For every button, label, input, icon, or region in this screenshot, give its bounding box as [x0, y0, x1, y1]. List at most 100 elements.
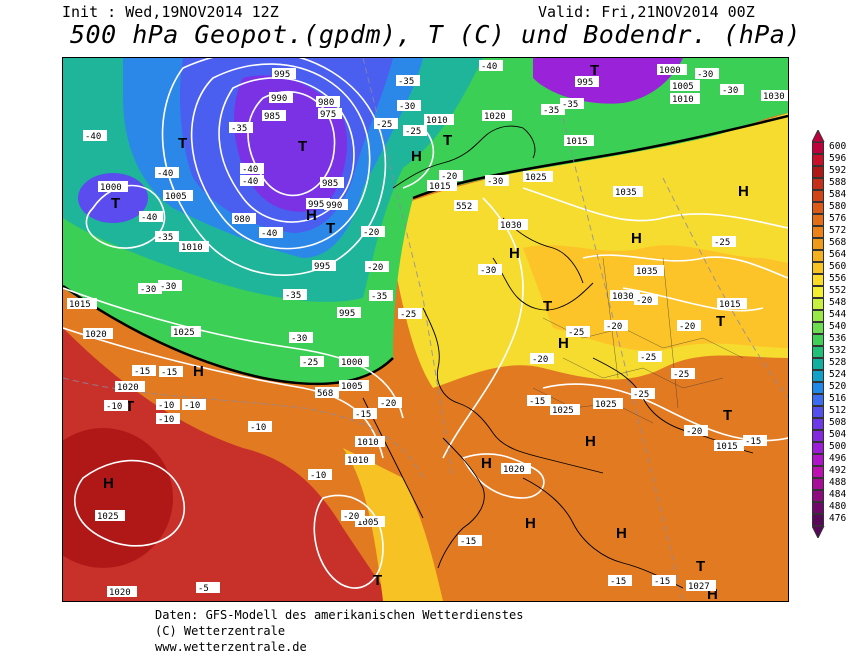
temperature-label: -10: [156, 413, 180, 425]
legend-label: 564: [829, 249, 847, 260]
map-title: 500 hPa Geopot.(gpdm), T (C) und Bodendr…: [70, 20, 801, 49]
pressure-label: 1025: [550, 404, 580, 416]
pressure-label: 1000: [657, 64, 687, 76]
pressure-label: 1015: [564, 135, 594, 147]
svg-text:995: 995: [339, 309, 355, 319]
pressure-label: 1035: [634, 265, 664, 277]
temperature-label: -35: [155, 231, 179, 243]
temperature-label: -35: [396, 75, 420, 87]
svg-text:1035: 1035: [615, 188, 637, 198]
temperature-label: -30: [478, 264, 502, 276]
high-center-symbol: H: [509, 245, 520, 262]
pressure-label: 985: [320, 177, 344, 189]
svg-text:-25: -25: [714, 238, 730, 248]
svg-text:-30: -30: [697, 70, 713, 80]
legend-label: 520: [829, 381, 847, 392]
low-center-symbol: T: [443, 132, 452, 149]
legend-swatch: [812, 250, 824, 262]
temperature-label: -30: [138, 283, 162, 295]
legend-label: 516: [829, 393, 847, 404]
svg-text:-30: -30: [722, 86, 738, 96]
svg-text:1015: 1015: [719, 300, 741, 310]
low-center-symbol: T: [178, 135, 187, 152]
svg-text:1000: 1000: [100, 183, 122, 193]
high-center-symbol: H: [616, 525, 627, 542]
svg-text:-20: -20: [686, 427, 702, 437]
svg-text:985: 985: [322, 179, 338, 189]
legend-swatch: [812, 178, 824, 190]
legend-label: 576: [829, 213, 847, 224]
legend-swatch: [812, 430, 824, 442]
pressure-label: 1030: [610, 290, 640, 302]
svg-text:-15: -15: [134, 367, 150, 377]
temperature-label: -10: [248, 421, 272, 433]
svg-text:-40: -40: [141, 213, 157, 223]
svg-text:-15: -15: [745, 437, 761, 447]
weather-map: T T T H T H T T H H H T H T H T T H H H …: [62, 57, 789, 602]
low-center-symbol: T: [373, 572, 382, 589]
svg-text:1015: 1015: [429, 182, 451, 192]
legend-swatch: [812, 166, 824, 178]
temperature-label: -35: [560, 98, 584, 110]
legend-label: 592: [829, 165, 847, 176]
svg-text:-10: -10: [106, 402, 122, 412]
svg-text:995: 995: [308, 200, 324, 210]
temperature-label: -30: [158, 280, 182, 292]
temperature-label: -15: [132, 365, 156, 377]
legend-label: 584: [829, 189, 847, 200]
high-center-symbol: H: [481, 455, 492, 472]
high-center-symbol: H: [631, 230, 642, 247]
footer-copyright: (C) Wetterzentrale: [155, 624, 286, 638]
svg-text:995: 995: [577, 78, 593, 88]
pressure-label: 1030: [498, 219, 528, 231]
svg-text:-20: -20: [679, 322, 695, 332]
temperature-label: -20: [677, 320, 701, 332]
temperature-label: -30: [720, 84, 744, 96]
svg-text:1010: 1010: [181, 243, 203, 253]
legend-label: 560: [829, 261, 847, 272]
svg-text:-35: -35: [285, 291, 301, 301]
pressure-label: 995: [575, 76, 599, 88]
pressure-label: 980: [232, 213, 256, 225]
svg-text:1005: 1005: [341, 382, 363, 392]
legend-swatch: [812, 346, 824, 358]
svg-text:-15: -15: [460, 537, 476, 547]
legend-label: 476: [829, 513, 847, 524]
temperature-label: -20: [341, 510, 365, 522]
legend-label: 544: [829, 309, 847, 320]
legend-swatch: [812, 466, 824, 478]
legend-label: 588: [829, 177, 847, 188]
pressure-label: 1020: [83, 328, 113, 340]
svg-text:-30: -30: [480, 266, 496, 276]
legend-label: 596: [829, 153, 847, 164]
svg-text:-25: -25: [633, 390, 649, 400]
svg-text:-30: -30: [399, 102, 415, 112]
legend-swatch: [812, 142, 824, 154]
legend-swatch: [812, 262, 824, 274]
svg-text:1020: 1020: [484, 112, 506, 122]
legend-swatch: [812, 478, 824, 490]
svg-text:-15: -15: [355, 410, 371, 420]
svg-text:-20: -20: [532, 355, 548, 365]
temperature-label: -40: [83, 130, 107, 142]
high-center-symbol: H: [103, 475, 114, 492]
geopotential-labels: 552 568: [315, 200, 478, 399]
svg-text:568: 568: [317, 389, 333, 399]
temperature-label: -40: [139, 211, 163, 223]
legend-label: 572: [829, 225, 847, 236]
svg-text:990: 990: [326, 201, 342, 211]
legend-label: 500: [829, 441, 847, 452]
pressure-label: 1025: [593, 398, 623, 410]
legend-bottom-arrow: [812, 526, 825, 538]
legend-swatch: [812, 490, 824, 502]
legend-swatch: [812, 514, 824, 526]
pressure-labels: 995 990 985 980 975 985 995 990 980 1000…: [67, 64, 788, 598]
yellow-tongue-south: [343, 448, 443, 601]
pressure-label: 1030: [761, 90, 788, 102]
pressure-centers: T T T H T H T T H H H T H T H T T H H H …: [103, 62, 749, 601]
pressure-label: 1005: [355, 516, 385, 528]
legend-label: 540: [829, 321, 847, 332]
svg-text:1020: 1020: [117, 383, 139, 393]
temperature-label: -20: [530, 353, 554, 365]
high-center-symbol: H: [585, 433, 596, 450]
